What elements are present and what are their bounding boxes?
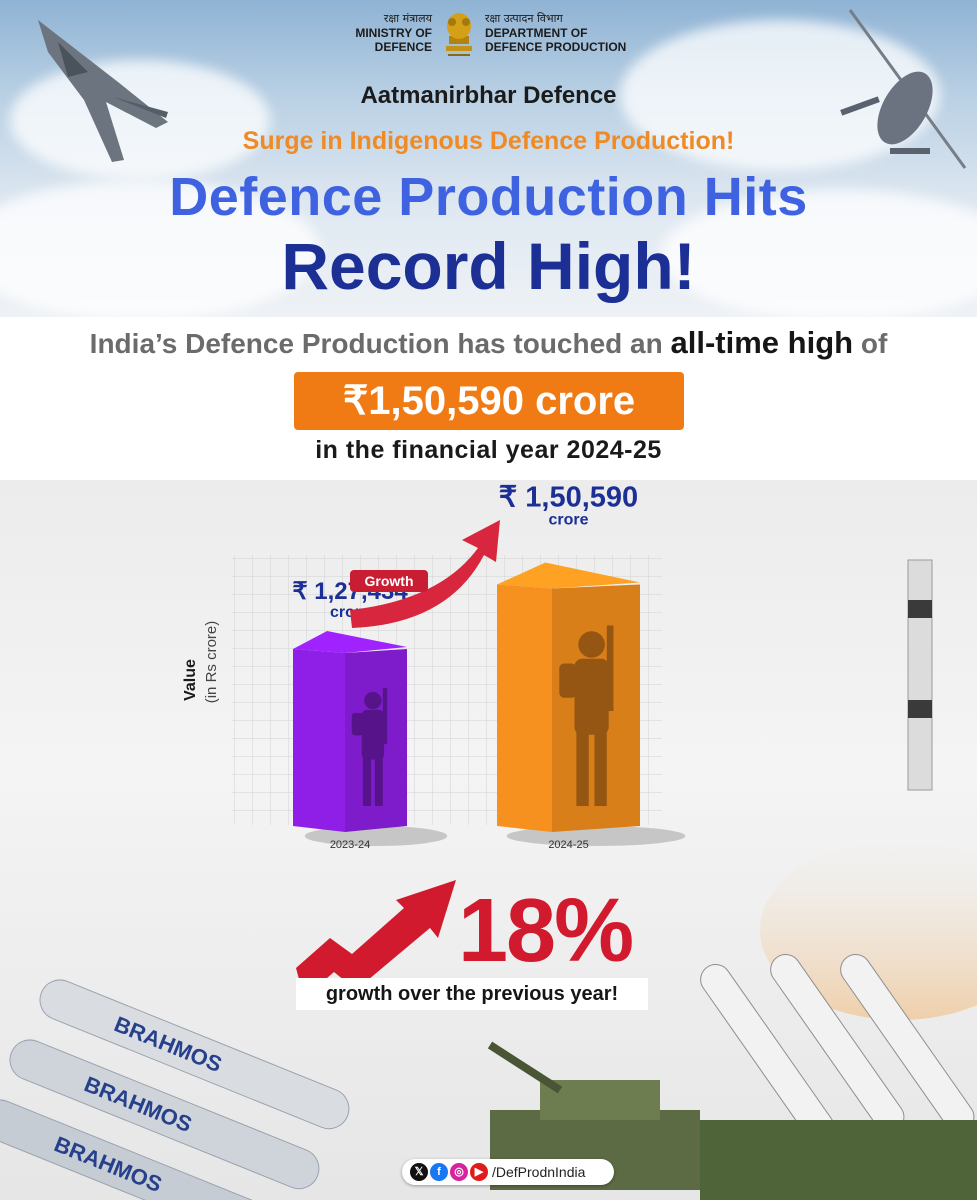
cloud: [10, 60, 270, 180]
x-icon[interactable]: 𝕏: [410, 1163, 428, 1181]
growth-percent: 18%: [458, 881, 634, 981]
facebook-icon[interactable]: f: [430, 1163, 448, 1181]
cloud: [0, 180, 320, 320]
fighter-jet-left-image: [38, 20, 168, 162]
amount-badge: ₹1,50,590 crore: [294, 372, 684, 430]
cloud: [620, 20, 940, 170]
info-prefix: India’s Defence Production has touched a…: [89, 328, 671, 359]
social-handles-bar: 𝕏 f ◎ ▶ /DefProdnIndia: [402, 1159, 614, 1185]
bar-face-left: [497, 584, 552, 832]
bar-2024-25: [497, 562, 686, 846]
ministry-of-defence-label: रक्षा मंत्रालय MINISTRY OF DEFENCE: [355, 12, 432, 54]
info-highlight: all-time high: [670, 325, 854, 360]
department-of-defence-production-label: रक्षा उत्पादन विभाग DEPARTMENT OF DEFENC…: [485, 12, 626, 54]
headline-line1: Defence Production Hits: [169, 167, 808, 227]
helicopter-right-image: [840, 9, 967, 169]
category-label: 2023-24: [330, 839, 370, 851]
bar-face-top: [293, 630, 407, 653]
missile-launch-image: [760, 559, 977, 1020]
info-statement: India’s Defence Production has touched a…: [0, 325, 977, 361]
instagram-icon[interactable]: ◎: [450, 1163, 468, 1181]
growth-arrow: Growth: [350, 520, 500, 628]
y-axis-label: Value: [182, 659, 199, 701]
category-label: 2024-25: [548, 839, 588, 851]
tagline: Surge in Indigenous Defence Production!: [242, 127, 735, 155]
zigzag-growth-arrow-icon: [296, 880, 456, 998]
headline-line2: Record High!: [281, 229, 696, 303]
sky-background: [0, 0, 977, 320]
social-handle[interactable]: /DefProdnIndia: [492, 1164, 586, 1180]
y-axis-unit-label: (in Rs crore): [203, 621, 220, 704]
bar-value-label: ₹ 1,50,590: [499, 481, 638, 513]
youtube-icon[interactable]: ▶: [470, 1163, 488, 1181]
ministry-hindi-text: रक्षा मंत्रालय: [383, 12, 432, 25]
ministry-header: रक्षा मंत्रालय MINISTRY OF DEFENCE रक्षा…: [0, 10, 977, 68]
akash-missiles-image: [700, 954, 977, 1200]
dept-english-line1: DEPARTMENT OF: [485, 26, 588, 40]
bar-2023-24: [293, 630, 448, 846]
growth-label: Growth: [365, 573, 414, 589]
bar-face-top: [497, 562, 640, 589]
ministry-english-line1: MINISTRY OF: [355, 26, 432, 40]
soldier-silhouette-icon: [351, 688, 388, 806]
dept-english-line2: DEFENCE PRODUCTION: [485, 40, 627, 54]
growth-description: growth over the previous year!: [296, 978, 648, 1010]
national-emblem-icon: [446, 13, 472, 56]
cloud: [660, 190, 977, 320]
campaign-subtitle: Aatmanirbhar Defence: [360, 82, 617, 109]
soldier-silhouette-icon: [559, 625, 614, 806]
ministry-english-line2: DEFENCE: [374, 40, 432, 54]
bar-unit-label: crore: [548, 511, 588, 528]
info-suffix: of: [853, 328, 888, 359]
dept-hindi-text: रक्षा उत्पादन विभाग: [485, 12, 563, 25]
growth-label-box: [350, 570, 428, 592]
bar-face-left: [293, 648, 345, 832]
financial-year-text: in the financial year 2024-25: [315, 436, 662, 464]
